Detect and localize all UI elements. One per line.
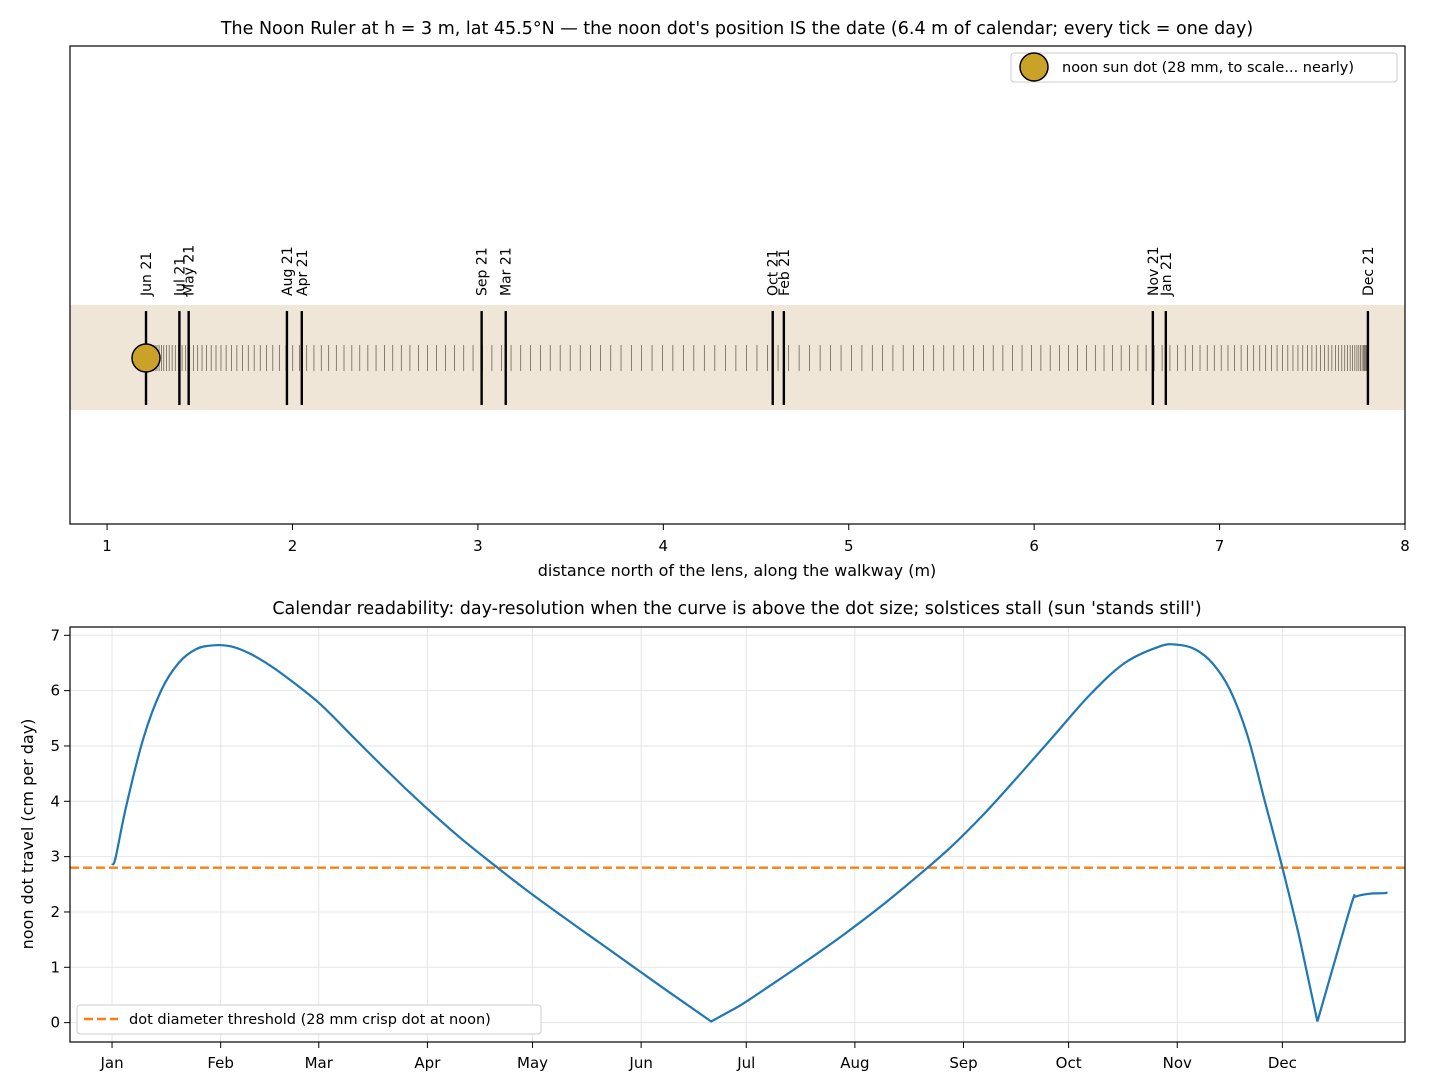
date-mark-label: Oct 21 <box>766 250 782 296</box>
date-mark-label: Aug 21 <box>280 246 296 296</box>
noon-sun-dot <box>131 343 161 373</box>
readability-y-ticks: 0 1 2 3 4 5 6 7 <box>50 626 70 1032</box>
y-tick-label: 1 <box>50 958 60 976</box>
readability-grid <box>70 627 1405 1042</box>
date-mark-label: Sep 21 <box>475 247 491 296</box>
ruler-panel: The Noon Ruler at h = 3 m, lat 45.5°N — … <box>69 19 1410 580</box>
ruler-plot-frame <box>69 45 1406 525</box>
month-tick-label: Dec <box>1268 1054 1297 1072</box>
ruler-x-ticks: 1 2 3 4 5 6 7 8 <box>102 524 1410 555</box>
month-tick-label: Aug <box>840 1054 869 1072</box>
x-tick-label: 4 <box>659 537 669 555</box>
date-mark-label: Nov 21 <box>1146 246 1162 296</box>
y-tick-label: 4 <box>50 792 60 810</box>
month-tick-label: Jan <box>99 1054 123 1072</box>
y-tick-label: 2 <box>50 903 60 921</box>
month-tick-label: Mar <box>305 1054 334 1072</box>
x-tick-label: 3 <box>473 537 483 555</box>
x-tick-label: 8 <box>1400 537 1410 555</box>
ruler-band <box>70 305 1405 410</box>
date-mark-label: Apr 21 <box>295 250 311 296</box>
readability-x-ticks: Jan Feb Mar Apr May Jun Jul Aug Sep Oct Nov Dec <box>99 1042 1297 1072</box>
y-tick-label: 6 <box>50 682 60 700</box>
readability-y-axis-label: noon dot travel (cm per day) <box>18 719 37 950</box>
month-tick-label: Oct <box>1056 1054 1082 1072</box>
y-tick-label: 3 <box>50 848 60 866</box>
x-tick-label: 5 <box>844 537 854 555</box>
ruler-title: The Noon Ruler at h = 3 m, lat 45.5°N — … <box>220 19 1253 39</box>
month-tick-label: Nov <box>1163 1054 1192 1072</box>
readability-legend-box <box>76 1004 542 1035</box>
ruler-x-axis-label: distance north of the lens, along the wa… <box>538 561 937 580</box>
readability-legend-label: dot diameter threshold (28 mm crisp dot … <box>129 1012 491 1028</box>
x-tick-label: 7 <box>1215 537 1225 555</box>
ruler-legend-label: noon sun dot (28 mm, to scale... nearly) <box>1062 60 1354 76</box>
x-tick-label: 6 <box>1029 537 1039 555</box>
date-mark-label: Mar 21 <box>499 247 515 296</box>
date-mark-label: May 21 <box>182 245 198 296</box>
date-mark-label: Feb 21 <box>777 249 793 296</box>
readability-legend: dot diameter threshold (28 mm crisp dot … <box>76 1004 542 1035</box>
month-tick-label: May <box>517 1054 548 1072</box>
date-mark-label: Dec 21 <box>1361 247 1377 296</box>
ruler-legend-dot-marker <box>1019 52 1049 82</box>
month-tick-label: Feb <box>207 1054 234 1072</box>
readability-title: Calendar readability: day-resolution whe… <box>272 599 1201 619</box>
x-tick-label: 1 <box>102 537 112 555</box>
month-tick-label: Jun <box>628 1054 652 1072</box>
month-tick-label: Sep <box>949 1054 977 1072</box>
month-tick-label: Apr <box>414 1054 441 1072</box>
ruler-legend: noon sun dot (28 mm, to scale... nearly) <box>1010 52 1398 83</box>
readability-panel: Calendar readability: day-resolution whe… <box>18 599 1406 1072</box>
date-mark-label: Jul 21 <box>172 257 188 297</box>
y-tick-label: 5 <box>50 737 60 755</box>
date-mark-label: Jan 21 <box>1159 252 1175 297</box>
y-tick-label: 0 <box>50 1014 60 1032</box>
series-line <box>111 643 1388 1023</box>
date-mark-label: Jun 21 <box>139 252 155 297</box>
ruler-legend-box <box>1010 52 1398 83</box>
readability-plot-frame <box>69 626 1406 1043</box>
x-tick-label: 2 <box>288 537 298 555</box>
y-tick-label: 7 <box>50 626 60 644</box>
month-tick-label: Jul <box>736 1054 755 1072</box>
